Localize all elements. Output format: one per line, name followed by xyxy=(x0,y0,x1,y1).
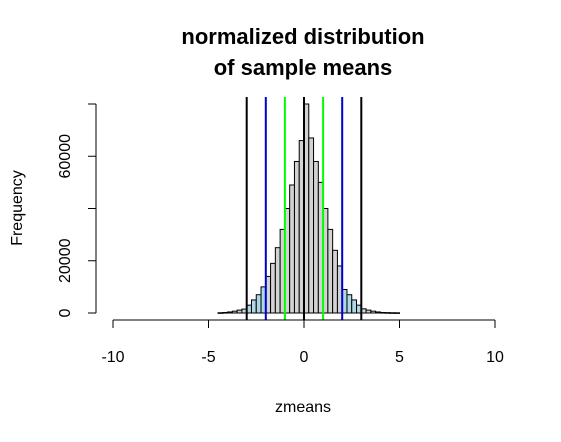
y-tick-label: 0 xyxy=(57,308,74,317)
histogram-bar xyxy=(346,294,353,314)
histogram-bar xyxy=(308,137,315,314)
x-axis: -10 -5 0 5 10 xyxy=(101,319,504,366)
histogram-bar xyxy=(365,309,372,314)
histogram-bar xyxy=(231,310,238,314)
x-tick-label: 10 xyxy=(486,349,504,366)
histogram-bar xyxy=(250,299,257,314)
histogram-bar xyxy=(217,312,224,314)
histogram-bar xyxy=(227,311,233,314)
histogram-bar xyxy=(370,310,377,314)
histogram-bar xyxy=(327,228,334,314)
histogram-bar xyxy=(389,312,396,314)
histogram-bars xyxy=(217,103,401,314)
histogram-bar xyxy=(289,184,295,314)
y-axis: 0 20000 60000 xyxy=(57,103,97,317)
histogram-bar xyxy=(394,312,401,314)
y-axis-label: Frequency xyxy=(9,170,26,246)
chart-title-line-2: of sample means xyxy=(214,55,393,80)
histogram-bar xyxy=(351,299,358,314)
histogram-bar xyxy=(236,309,243,314)
y-tick-label: 20000 xyxy=(57,238,74,283)
histogram-bar xyxy=(379,311,386,314)
histogram-bar xyxy=(375,311,381,314)
histogram-bar xyxy=(293,160,300,314)
reference-lines xyxy=(245,97,363,320)
histogram-bar xyxy=(332,249,338,314)
histogram-bar xyxy=(384,312,391,314)
histogram-bar xyxy=(313,160,319,314)
histogram-bar xyxy=(270,262,276,314)
chart-title-line-1: normalized distribution xyxy=(181,24,424,49)
histogram-bar xyxy=(274,247,281,314)
y-tick-label: 60000 xyxy=(57,134,74,179)
x-tick-label: 0 xyxy=(300,349,309,366)
x-tick-label: 5 xyxy=(395,349,404,366)
histogram-bar xyxy=(222,311,229,314)
x-axis-label: zmeans xyxy=(275,399,331,416)
histogram-bar xyxy=(255,294,262,314)
x-tick-label: -5 xyxy=(201,349,215,366)
x-tick-label: -10 xyxy=(101,349,124,366)
